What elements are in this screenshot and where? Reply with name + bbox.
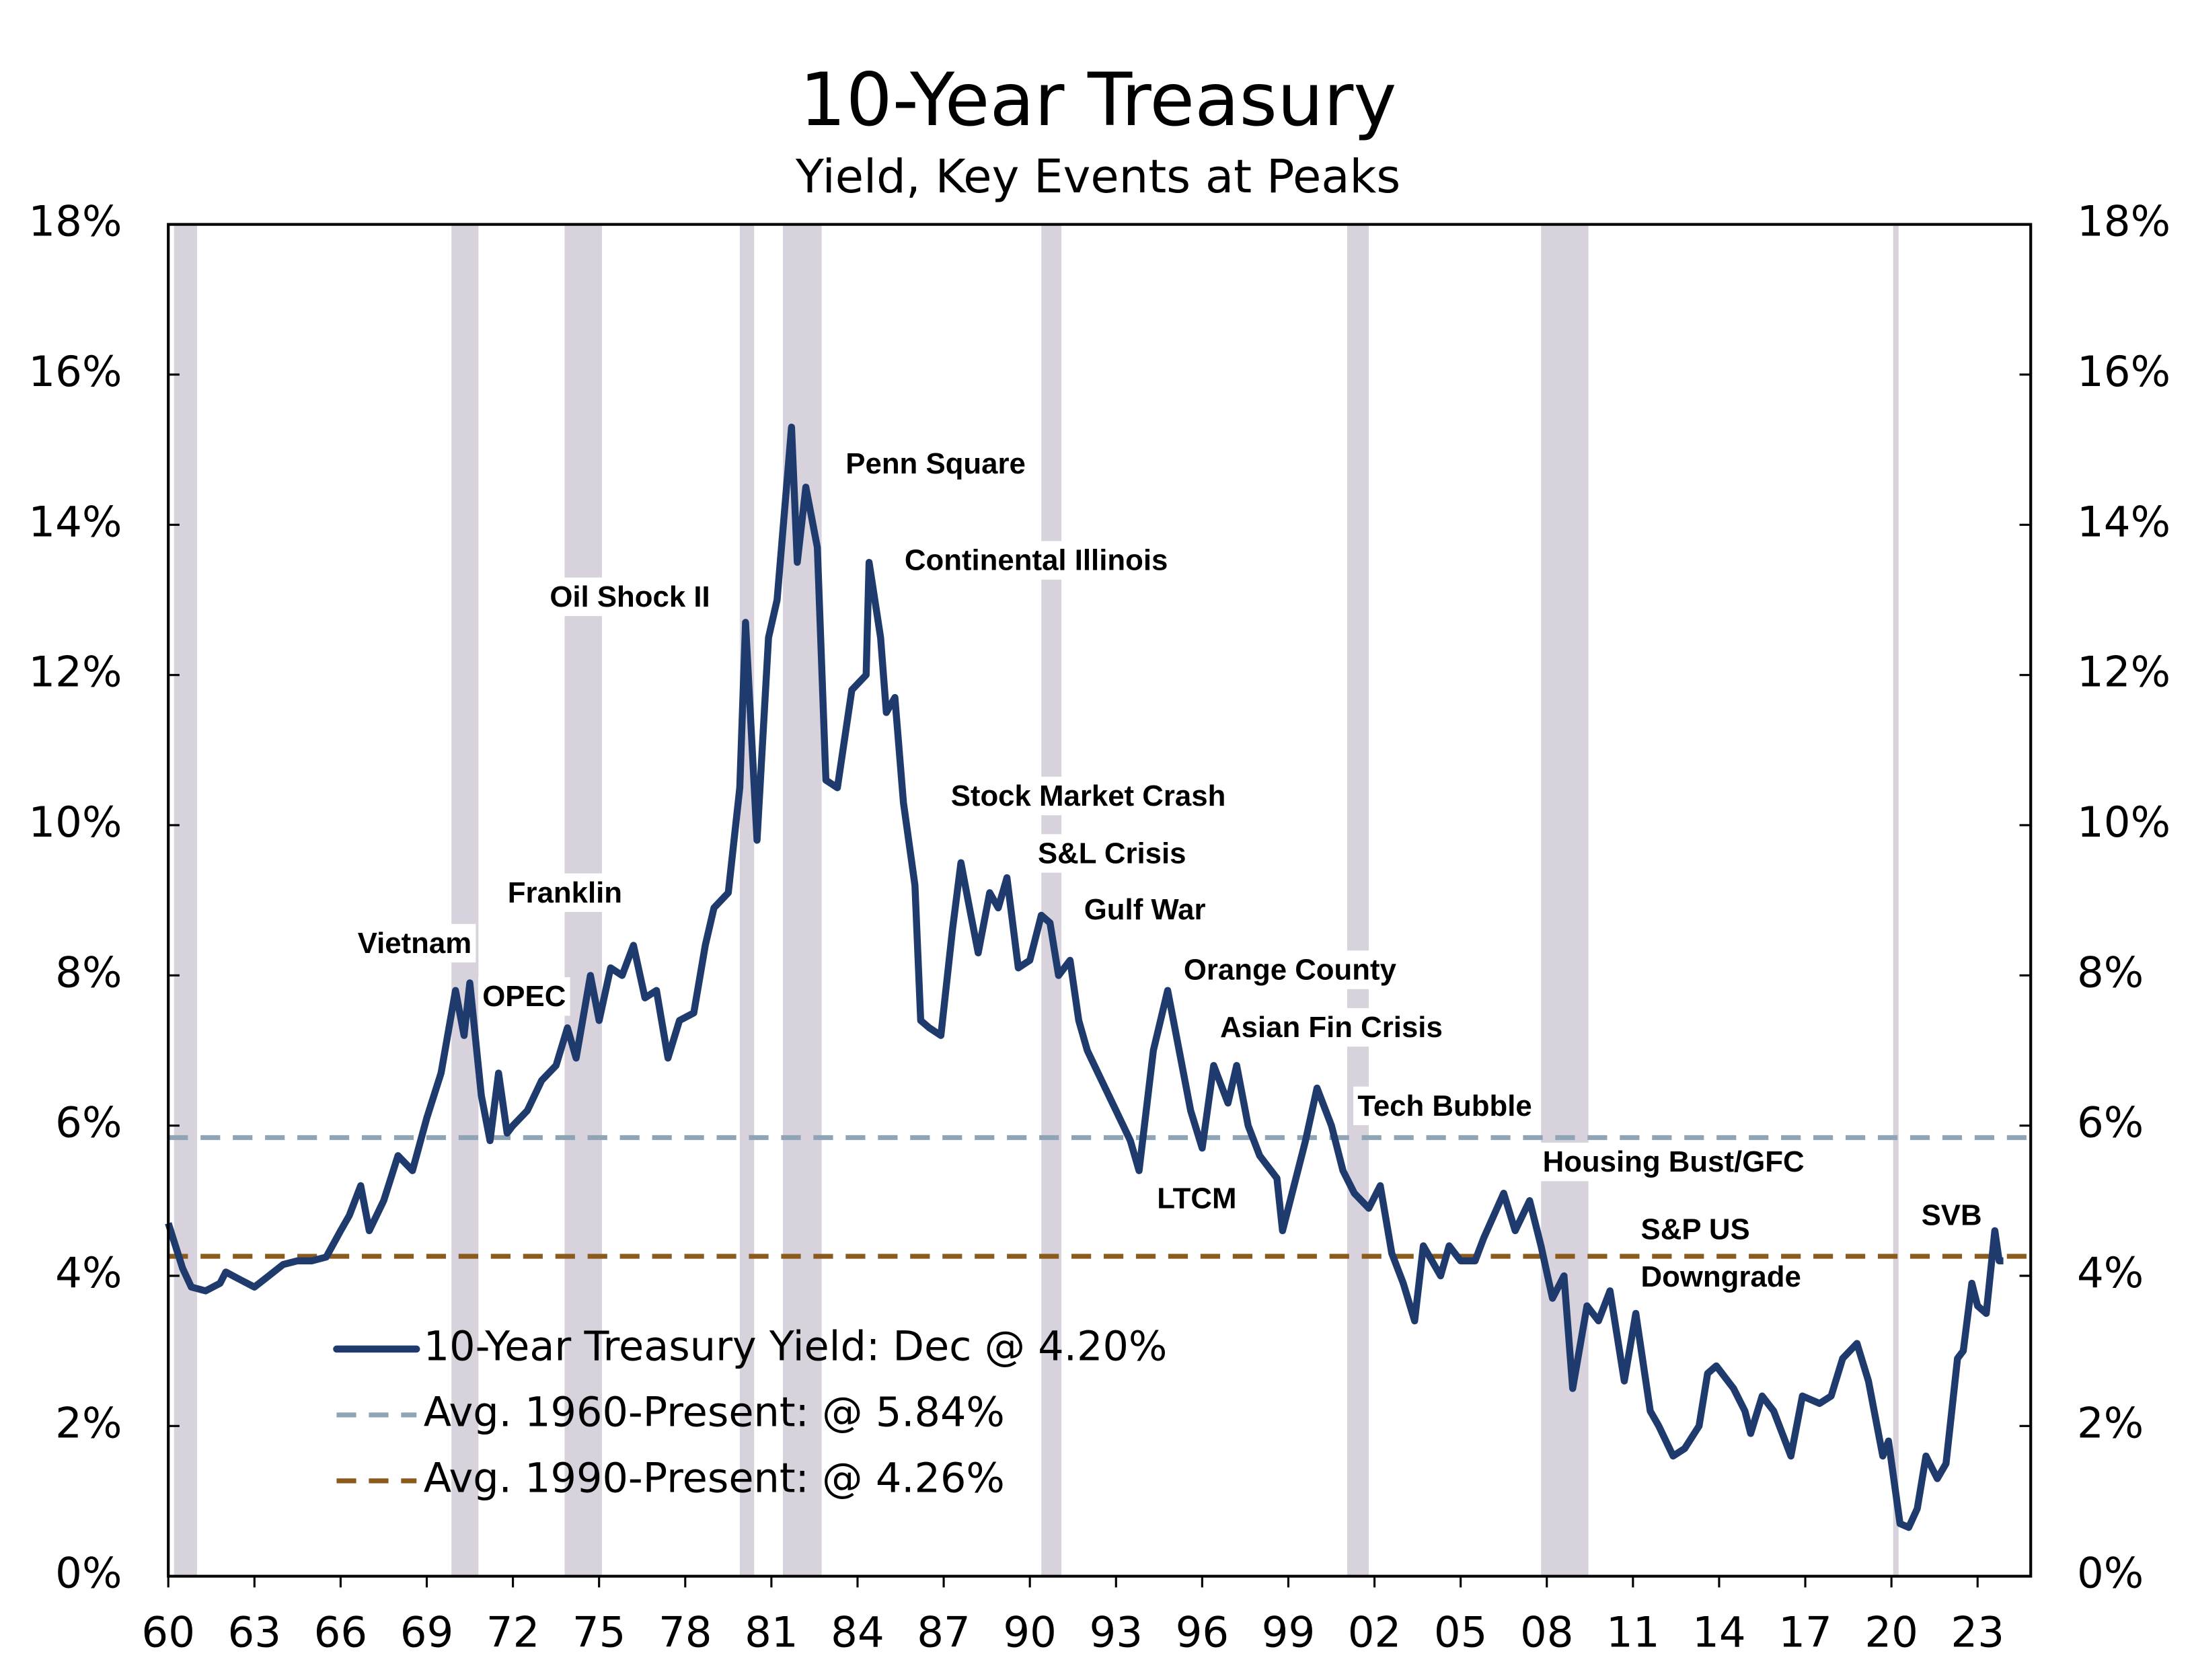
y-tick-label: 10% bbox=[28, 798, 122, 847]
annotation-background bbox=[1215, 1007, 1447, 1047]
y-tick-label: 8% bbox=[55, 948, 122, 997]
recession-band bbox=[174, 224, 197, 1576]
annotation-background bbox=[478, 977, 570, 1016]
y-tick-label: 4% bbox=[55, 1248, 122, 1297]
annotation: S&P US bbox=[1641, 1213, 1750, 1246]
plot-frame bbox=[167, 223, 2033, 1578]
annotation: Oil Shock II bbox=[550, 580, 710, 613]
chart-subtitle: Yield, Key Events at Peaks bbox=[795, 150, 1400, 204]
y-tick-label: 6% bbox=[55, 1098, 122, 1147]
x-tick-label: 96 bbox=[1176, 1607, 1230, 1656]
x-tick-label: 60 bbox=[141, 1607, 195, 1656]
annotation-background bbox=[503, 873, 627, 913]
y2-tick-label: 2% bbox=[2077, 1398, 2144, 1447]
annotation: SVB bbox=[1922, 1198, 1982, 1231]
x-tick-label: 66 bbox=[314, 1607, 368, 1656]
y-tick-label: 12% bbox=[28, 648, 122, 697]
recession-band bbox=[451, 224, 479, 1576]
annotation-background bbox=[1033, 834, 1191, 873]
annotation: Asian Fin Crisis bbox=[1220, 1011, 1443, 1044]
x-tick-label: 90 bbox=[1003, 1607, 1057, 1656]
recession-band bbox=[1347, 224, 1369, 1576]
recession-band bbox=[1041, 224, 1062, 1576]
x-tick-label: 93 bbox=[1089, 1607, 1143, 1656]
annotation-background bbox=[900, 541, 1172, 580]
annotation-background bbox=[1538, 1143, 1809, 1182]
annotation-background bbox=[1917, 1196, 1986, 1235]
y2-tick-label: 6% bbox=[2077, 1098, 2144, 1147]
x-tick-label: 11 bbox=[1606, 1607, 1660, 1656]
x-tick-label: 05 bbox=[1434, 1607, 1488, 1656]
y2-tick-label: 18% bbox=[2077, 197, 2170, 246]
x-tick-label: 23 bbox=[1951, 1607, 2004, 1656]
y2-tick-label: 8% bbox=[2077, 948, 2144, 997]
annotation: Vietnam bbox=[358, 927, 471, 960]
recession-band bbox=[1541, 224, 1589, 1576]
annotation: Penn Square bbox=[845, 447, 1026, 480]
x-tick-label: 63 bbox=[228, 1607, 282, 1656]
legend-label: 10-Year Treasury Yield: Dec @ 4.20% bbox=[424, 1323, 1168, 1370]
annotation: OPEC bbox=[482, 980, 566, 1013]
annotation: LTCM bbox=[1157, 1182, 1236, 1215]
x-tick-label: 72 bbox=[486, 1607, 540, 1656]
y-tick-label: 14% bbox=[28, 497, 122, 546]
annotation: Continental Illinois bbox=[905, 544, 1168, 577]
y2-tick-label: 0% bbox=[2077, 1549, 2144, 1598]
x-tick-label: 81 bbox=[745, 1607, 798, 1656]
annotation-background bbox=[1080, 890, 1210, 929]
x-tick-label: 87 bbox=[917, 1607, 971, 1656]
annotation-background bbox=[1152, 1179, 1241, 1218]
x-tick-label: 20 bbox=[1864, 1607, 1918, 1656]
x-tick-label: 02 bbox=[1348, 1607, 1402, 1656]
annotation-background bbox=[1636, 1258, 1806, 1297]
y-tick-label: 0% bbox=[55, 1549, 122, 1598]
y2-tick-label: 10% bbox=[2077, 798, 2170, 847]
y2-tick-label: 12% bbox=[2077, 648, 2170, 697]
recession-band bbox=[739, 224, 755, 1576]
annotation: Tech Bubble bbox=[1357, 1090, 1532, 1122]
recession-band bbox=[1893, 224, 1899, 1576]
x-tick-label: 75 bbox=[572, 1607, 626, 1656]
x-tick-label: 99 bbox=[1262, 1607, 1316, 1656]
chart-title: 10-Year Treasury bbox=[800, 57, 1397, 143]
line-series bbox=[165, 423, 2004, 1531]
y-tick-label: 18% bbox=[28, 197, 122, 246]
annotation-background bbox=[841, 444, 1030, 484]
annotation-background bbox=[946, 776, 1230, 816]
annotation: Stock Market Crash bbox=[951, 779, 1226, 812]
y-tick-label: 2% bbox=[55, 1398, 122, 1447]
x-tick-label: 17 bbox=[1778, 1607, 1832, 1656]
x-tick-label: 69 bbox=[400, 1607, 454, 1656]
annotation: Orange County bbox=[1184, 954, 1397, 987]
x-tick-label: 08 bbox=[1520, 1607, 1574, 1656]
annotation-background bbox=[353, 923, 476, 963]
y2-tick-label: 14% bbox=[2077, 497, 2170, 546]
annotation: Housing Bust/GFC bbox=[1543, 1145, 1805, 1178]
x-tick-label: 14 bbox=[1692, 1607, 1746, 1656]
annotation: Downgrade bbox=[1641, 1260, 1801, 1293]
annotation-background bbox=[545, 577, 714, 617]
legend-label: Avg. 1990-Present: @ 4.26% bbox=[424, 1455, 1005, 1502]
x-tick-label: 84 bbox=[831, 1607, 884, 1656]
annotation-background bbox=[1636, 1210, 1754, 1249]
y-tick-label: 16% bbox=[28, 347, 122, 396]
y2-tick-label: 16% bbox=[2077, 347, 2170, 396]
x-tick-label: 78 bbox=[658, 1607, 712, 1656]
y2-tick-label: 4% bbox=[2077, 1248, 2144, 1297]
annotation: Franklin bbox=[508, 876, 622, 909]
legend-label: Avg. 1960-Present: @ 5.84% bbox=[424, 1389, 1005, 1436]
annotation: Gulf War bbox=[1084, 893, 1206, 926]
annotation: S&L Crisis bbox=[1038, 837, 1186, 870]
annotation-background bbox=[1179, 950, 1401, 989]
annotation-background bbox=[1353, 1086, 1537, 1125]
